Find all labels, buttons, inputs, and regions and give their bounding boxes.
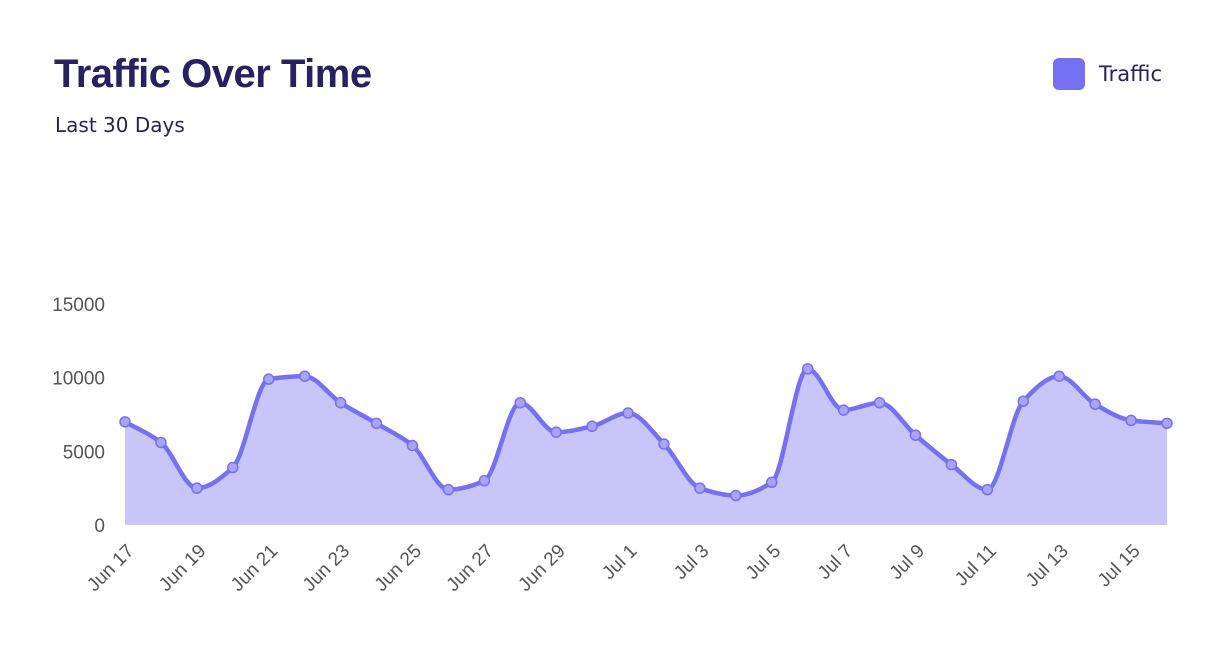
data-point-jul-10 bbox=[945, 458, 958, 471]
legend-label: Traffic bbox=[1098, 62, 1162, 86]
data-point-jun-19 bbox=[191, 482, 203, 494]
x-tick-label: Jun 19 bbox=[155, 541, 210, 596]
x-tick-label: Jun 27 bbox=[443, 541, 498, 596]
data-point-jul-7 bbox=[837, 404, 850, 416]
x-tick-label: Jun 25 bbox=[371, 541, 426, 596]
data-point-jul-16 bbox=[1161, 417, 1173, 430]
data-point-jul-6 bbox=[801, 363, 814, 375]
data-point-jun-30 bbox=[586, 420, 598, 433]
x-tick-label: Jul 9 bbox=[886, 541, 929, 584]
legend[interactable]: Traffic bbox=[1052, 58, 1162, 90]
x-tick-label: Jul 13 bbox=[1022, 541, 1073, 592]
data-point-jul-8 bbox=[873, 396, 886, 409]
chart-title: Traffic Over Time bbox=[54, 52, 372, 96]
x-tick-label: Jul 15 bbox=[1094, 541, 1145, 592]
chart-subtitle: Last 30 Days bbox=[55, 113, 185, 137]
y-tick-label: 0 bbox=[94, 516, 105, 537]
data-point-jul-11 bbox=[981, 483, 994, 496]
x-tick-label: Jul 5 bbox=[742, 541, 785, 584]
x-tick-label: Jun 17 bbox=[83, 541, 138, 596]
x-tick-label: Jun 29 bbox=[515, 541, 570, 596]
data-point-jun-24 bbox=[370, 417, 383, 430]
data-point-jun-26 bbox=[442, 483, 455, 496]
data-point-jun-20 bbox=[227, 461, 239, 474]
data-point-jun-28 bbox=[514, 396, 526, 409]
x-tick-label: Jul 1 bbox=[598, 541, 641, 584]
data-point-jun-25 bbox=[406, 439, 419, 452]
data-point-jul-12 bbox=[1017, 395, 1030, 407]
x-tick-label: Jun 21 bbox=[227, 541, 282, 596]
area-fill bbox=[125, 368, 1167, 525]
data-point-jul-4 bbox=[730, 489, 742, 502]
x-tick-label: Jul 7 bbox=[814, 541, 857, 584]
y-tick-label: 10000 bbox=[52, 369, 105, 390]
x-tick-label: Jun 23 bbox=[299, 541, 354, 596]
data-point-jun-17 bbox=[119, 416, 131, 428]
x-tick-label: Jul 11 bbox=[951, 541, 1001, 591]
data-point-jul-5 bbox=[766, 476, 778, 489]
y-tick-label: 5000 bbox=[63, 442, 105, 463]
legend-swatch bbox=[1052, 58, 1085, 90]
data-point-jul-13 bbox=[1053, 370, 1065, 382]
data-point-jul-3 bbox=[694, 482, 706, 494]
data-point-jul-14 bbox=[1089, 398, 1101, 410]
data-point-jun-29 bbox=[550, 426, 562, 438]
data-point-jun-27 bbox=[478, 475, 491, 487]
data-point-jul-9 bbox=[909, 429, 922, 441]
data-point-jul-2 bbox=[658, 438, 670, 450]
data-point-jun-21 bbox=[262, 373, 275, 385]
data-point-jul-15 bbox=[1125, 414, 1137, 427]
y-tick-label: 15000 bbox=[52, 295, 105, 316]
x-tick-label: Jul 3 bbox=[670, 541, 713, 584]
data-point-jun-18 bbox=[155, 436, 167, 449]
data-point-jul-1 bbox=[622, 407, 634, 419]
data-point-jun-23 bbox=[334, 396, 347, 409]
data-point-jun-22 bbox=[298, 370, 311, 382]
